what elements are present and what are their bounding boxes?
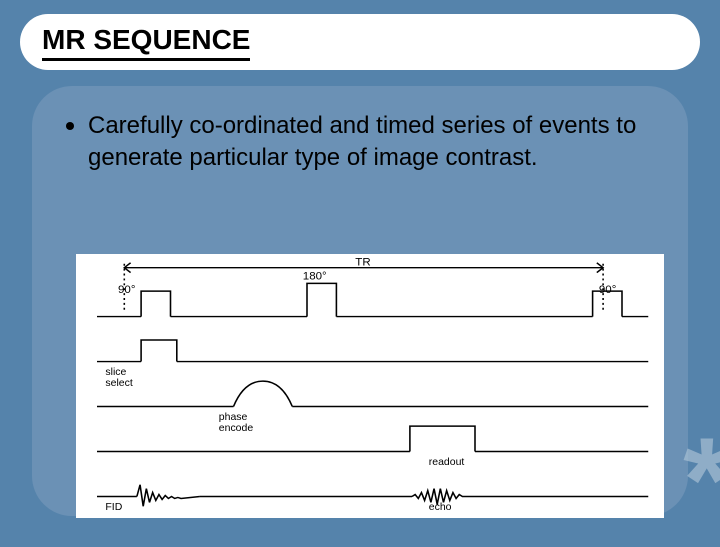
bullet-item: Carefully co-ordinated and timed series … — [66, 110, 654, 175]
echo-label: echo — [429, 502, 452, 513]
bullet-dot-icon — [66, 122, 74, 130]
diagram-svg: TR 90° 180° 90° slice select — [76, 254, 664, 518]
rf-180-label: 180° — [303, 271, 327, 283]
row-signal: FID echo — [97, 485, 648, 513]
row-phase-encode: phase encode — [97, 381, 648, 434]
slice-select-label-2: select — [105, 378, 133, 389]
rf-90-label-2: 90° — [599, 284, 616, 296]
sequence-diagram: TR 90° 180° 90° slice select — [76, 254, 664, 518]
bullet-text: Carefully co-ordinated and timed series … — [88, 110, 654, 175]
title-bar: MR SEQUENCE — [20, 14, 700, 70]
readout-label: readout — [429, 457, 465, 468]
row-rf: 90° 180° 90° — [97, 271, 648, 317]
rf-90-label-1: 90° — [118, 284, 135, 296]
slide-title: MR SEQUENCE — [42, 24, 250, 61]
tr-label: TR — [355, 257, 370, 269]
phase-encode-label-2: encode — [219, 423, 254, 434]
row-readout: readout — [97, 426, 648, 468]
fid-label: FID — [105, 502, 122, 513]
row-slice-select: slice select — [97, 340, 648, 389]
slice-select-label: slice — [105, 368, 126, 379]
tr-arrow: TR — [124, 257, 603, 313]
asterisk-decoration-icon: * — [683, 450, 720, 510]
phase-encode-label: phase — [219, 413, 248, 424]
